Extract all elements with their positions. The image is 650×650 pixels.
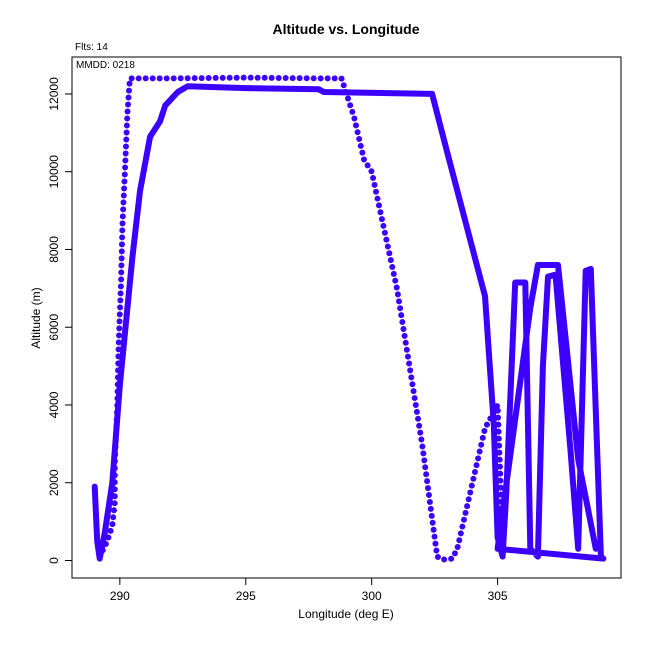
x-axis: 290 295 300 305	[110, 577, 508, 603]
y-tick-label: 10000	[47, 155, 61, 189]
x-axis-label: Longitude (deg E)	[298, 607, 393, 621]
flights-annotation: Flts: 14	[75, 42, 108, 53]
y-tick-label: 4000	[47, 391, 61, 418]
y-tick-label: 8000	[47, 236, 61, 263]
date-annotation: MMDD: 0218	[76, 60, 135, 71]
y-tick-label: 6000	[47, 314, 61, 341]
x-tick-label: 300	[362, 589, 382, 603]
flight-track-1	[91, 83, 607, 562]
chart-title: Altitude vs. Longitude	[273, 21, 420, 37]
x-tick-label: 295	[236, 589, 256, 603]
x-tick-label: 290	[110, 589, 130, 603]
plot-data	[91, 74, 607, 563]
x-tick-label: 305	[488, 589, 508, 603]
y-tick-label: 2000	[47, 469, 61, 496]
y-tick-label: 12000	[47, 77, 61, 111]
y-axis-label: Altitude (m)	[29, 287, 43, 348]
y-tick-label: 0	[47, 557, 61, 564]
y-axis: 0 2000 4000 6000 8000 10000 12000	[47, 77, 73, 564]
flight-track-2	[96, 74, 506, 563]
